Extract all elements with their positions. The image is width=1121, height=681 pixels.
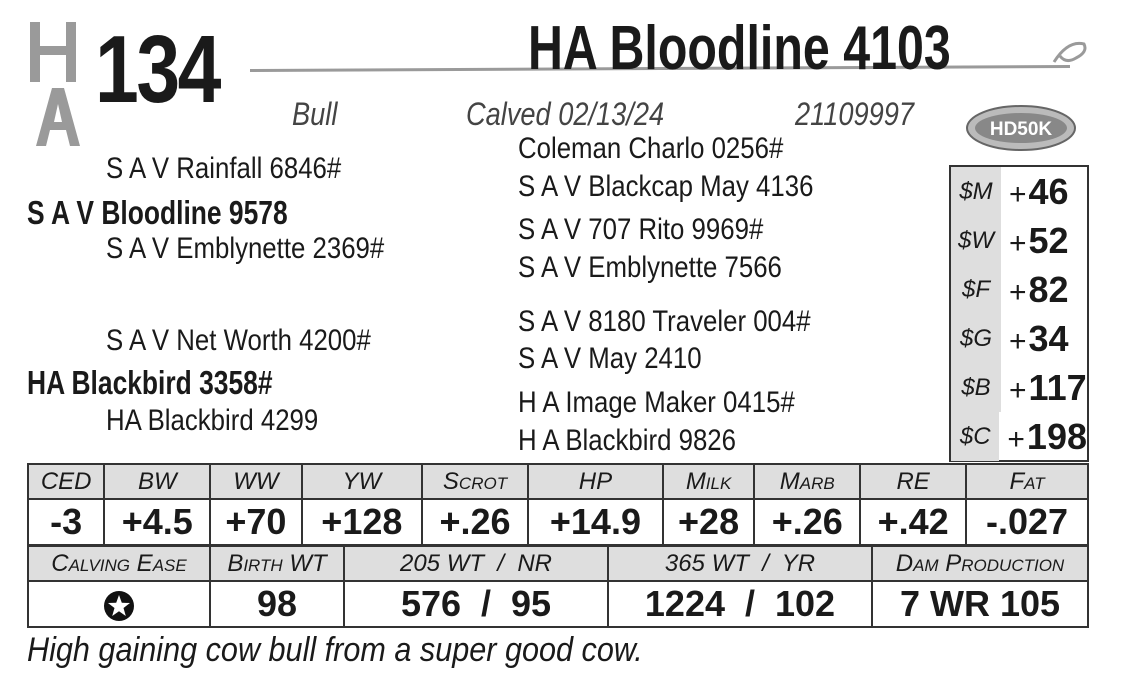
- logo-text: HA: [30, 18, 32, 19]
- dam: HA Blackbird 3358#: [27, 364, 273, 401]
- epd-header: RE: [859, 463, 968, 500]
- index-label: $C: [951, 412, 1000, 461]
- index-row-g: $G +34: [951, 314, 1087, 363]
- lot-comment: High gaining cow bull from a super good …: [27, 631, 643, 669]
- index-row-b: $B +117: [951, 363, 1087, 412]
- index-label: $F: [951, 265, 1001, 314]
- ha-logo: HA: [30, 18, 80, 146]
- lot-number: 134: [95, 16, 221, 123]
- epd-value: +4.5: [103, 498, 212, 546]
- birth-weight: 98: [209, 580, 345, 628]
- sex: Bull: [292, 96, 338, 132]
- index-value: +82: [1009, 268, 1069, 310]
- dollar-index-box: $M +46 $W +52 $F +82 $G +34 $B +117 $C +…: [949, 165, 1089, 462]
- epd-value-row: -3 +4.5 +70 +128 +.26 +14.9 +28 +.26 +.4…: [26, 498, 1089, 546]
- dam-dam-sire: H A Image Maker 0415#: [518, 386, 795, 419]
- dam-sire-sire: S A V 8180 Traveler 004#: [518, 305, 811, 338]
- index-row-f: $F +82: [951, 265, 1087, 314]
- index-value: +52: [1009, 219, 1069, 261]
- index-label: $M: [951, 167, 1001, 216]
- dam-dam: HA Blackbird 4299: [106, 404, 319, 437]
- perf-header: 205 WT / NR: [343, 545, 609, 582]
- dam-sire: S A V Net Worth 4200#: [106, 324, 371, 357]
- registration-number: 21109997: [795, 96, 914, 132]
- sire-dam: S A V Emblynette 2369#: [106, 232, 385, 265]
- index-label: $G: [951, 314, 1001, 363]
- dam-production: 7 WR 105: [871, 580, 1089, 628]
- index-row-c: $C +198: [951, 412, 1087, 461]
- epd-value: +28: [661, 498, 756, 546]
- epd-value: +70: [209, 498, 303, 546]
- index-label: $W: [951, 216, 1001, 265]
- epd-value: +14.9: [526, 498, 664, 546]
- calved-line: Calved 02/13/24: [466, 96, 664, 133]
- perf-header: Calving Ease: [27, 545, 211, 582]
- epd-header: Milk: [661, 463, 756, 500]
- epd-header: Scrot: [421, 463, 529, 500]
- rope-icon: [1052, 41, 1087, 63]
- sire-sire-dam: S A V Blackcap May 4136: [518, 170, 814, 203]
- index-value: +46: [1009, 170, 1069, 212]
- epd-value: +128: [300, 498, 424, 546]
- index-value: +198: [1007, 415, 1087, 457]
- epd-header: Marb: [753, 463, 862, 500]
- sire-sire: S A V Rainfall 6846#: [106, 152, 342, 185]
- index-label: $B: [951, 363, 1001, 412]
- epd-value: +.42: [859, 498, 968, 546]
- dam-sire-dam: S A V May 2410: [518, 342, 702, 375]
- sire-dam-dam: S A V Emblynette 7566: [518, 251, 782, 284]
- perf-header: 365 WT / YR: [607, 545, 873, 582]
- epd-header-row: CED BW WW YW Scrot HP Milk Marb RE Fat: [26, 463, 1089, 500]
- sire-dam-sire: S A V 707 Rito 9969#: [518, 213, 764, 246]
- calved-label: Calved: [466, 96, 551, 132]
- epd-header: HP: [526, 463, 664, 500]
- yearling-weight-ratio: 1224 / 102: [607, 580, 873, 628]
- sire: S A V Bloodline 9578: [27, 194, 288, 231]
- performance-table: Calving Ease Birth WT 205 WT / NR 365 WT…: [27, 545, 1089, 628]
- calved-date: 02/13/24: [558, 96, 665, 132]
- epd-header: Fat: [965, 463, 1089, 500]
- index-value: +34: [1009, 317, 1069, 359]
- epd-value: +.26: [421, 498, 529, 546]
- epd-value: -3: [26, 498, 106, 546]
- index-value: +117: [1009, 366, 1087, 408]
- epd-table: CED BW WW YW Scrot HP Milk Marb RE Fat -…: [26, 463, 1089, 546]
- index-row-m: $M +46: [951, 167, 1087, 216]
- perf-header: Dam Production: [871, 545, 1089, 582]
- animal-name: HA Bloodline 4103: [528, 14, 951, 83]
- weaning-weight-ratio: 576 / 95: [343, 580, 609, 628]
- calving-ease-cell: [27, 580, 211, 628]
- performance-header-row: Calving Ease Birth WT 205 WT / NR 365 WT…: [27, 545, 1089, 582]
- dam-dam-dam: H A Blackbird 9826: [518, 424, 737, 457]
- header-rule: [250, 65, 1070, 72]
- epd-header: WW: [209, 463, 303, 500]
- sire-sire-sire: Coleman Charlo 0256#: [518, 132, 784, 165]
- hd50k-badge: HD50K: [966, 105, 1076, 151]
- perf-header: Birth WT: [209, 545, 345, 582]
- performance-value-row: 98 576 / 95 1224 / 102 7 WR 105: [27, 580, 1089, 628]
- epd-header: YW: [300, 463, 424, 500]
- epd-value: +.26: [753, 498, 862, 546]
- epd-header: BW: [103, 463, 212, 500]
- index-row-w: $W +52: [951, 216, 1087, 265]
- star-circle-icon: [104, 591, 134, 622]
- hd50k-text: HD50K: [990, 119, 1053, 140]
- epd-header: CED: [26, 463, 106, 500]
- epd-value: -.027: [965, 498, 1089, 546]
